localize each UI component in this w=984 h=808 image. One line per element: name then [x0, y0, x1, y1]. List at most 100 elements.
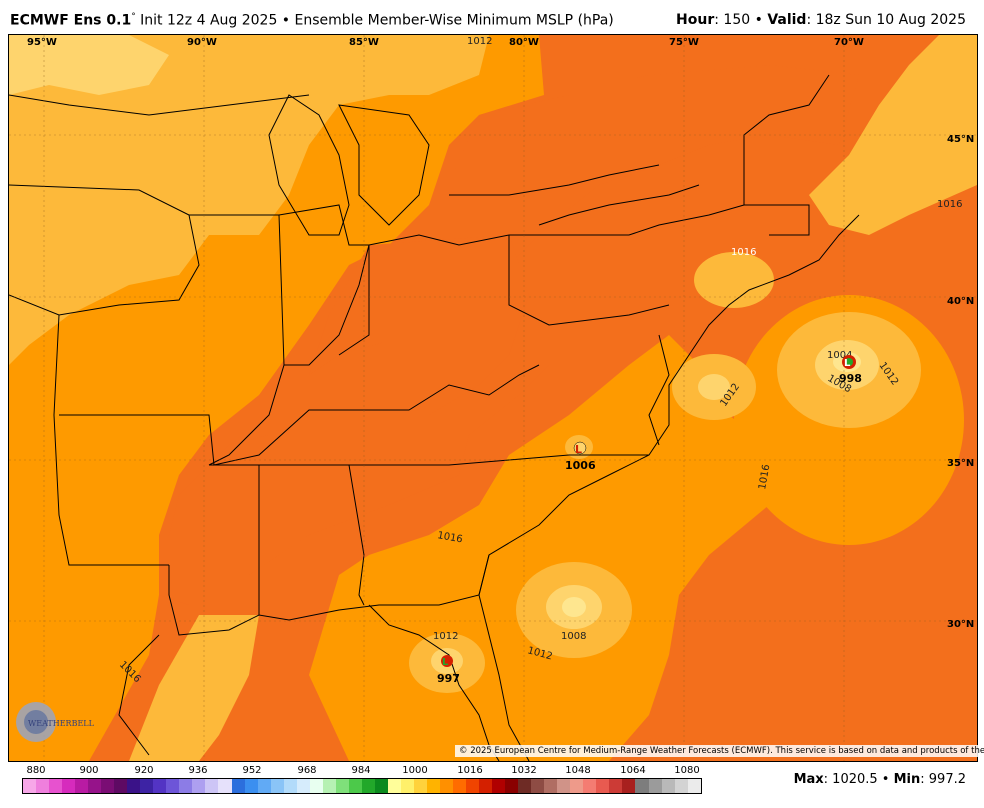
low-value: 1006 [565, 459, 596, 472]
colorbar-swatch [309, 779, 323, 793]
colorbar-swatch [127, 779, 141, 793]
colorbar-tick: 968 [297, 765, 317, 776]
north-light-region [9, 35, 489, 365]
contour-label: 1016 [937, 199, 962, 210]
colorbar-tick-labels: 880 900 920 936 952 968 984 1000 1016 10… [22, 765, 702, 779]
lat-label: 40°N [947, 296, 974, 307]
pressure-colorbar [22, 778, 702, 794]
low-value: 998 [839, 372, 862, 385]
pressure-map: 95°W 90°W 85°W 80°W 75°W 70°W 45°N 40°N … [8, 34, 978, 762]
colorbar-swatch [479, 779, 493, 793]
lon-label: 85°W [349, 37, 379, 48]
colorbar-swatch [361, 779, 375, 793]
copyright-notice: © 2025 European Centre for Medium-Range … [455, 745, 984, 757]
colorbar-swatch [296, 779, 310, 793]
colorbar-swatch [374, 779, 388, 793]
se-atlantic-core [562, 597, 586, 617]
colorbar-swatch [270, 779, 284, 793]
boundary-lines [9, 74, 860, 761]
lon-label: 80°W [509, 37, 539, 48]
colorbar-tick: 1064 [620, 765, 646, 776]
graticule [9, 35, 977, 761]
colorbar-swatch [622, 779, 636, 793]
lon-label: 90°W [187, 37, 217, 48]
colorbar-tick: 1000 [402, 765, 428, 776]
colorbar-swatch [609, 779, 623, 793]
colorbar-swatch [231, 779, 245, 793]
colorbar-swatch [75, 779, 89, 793]
valid-value: : 18z Sun 10 Aug 2025 [806, 12, 966, 28]
colorbar-swatch [283, 779, 297, 793]
colorbar-swatch [453, 779, 467, 793]
contour-labels: 1012 1016 1016 1012 1004 1008 1012 1016 … [117, 36, 963, 685]
hour-label: Hour [676, 12, 715, 28]
colorbar-swatch [322, 779, 336, 793]
colorbar-swatch [413, 779, 427, 793]
low-center-998: L 998 [839, 355, 862, 385]
lat-label: 35°N [947, 458, 974, 469]
colorbar-swatch [218, 779, 232, 793]
pale-northwest [9, 35, 169, 95]
colorbar-swatch [348, 779, 362, 793]
chart-title: ECMWF Ens 0.1° Init 12z 4 Aug 2025 • Ens… [10, 12, 614, 29]
colorbar-swatch [153, 779, 167, 793]
valid-label: Valid [767, 12, 807, 28]
max-label: Max [793, 772, 824, 787]
colorbar-swatch [505, 779, 519, 793]
lon-labels: 95°W 90°W 85°W 80°W 75°W 70°W [27, 37, 864, 48]
min-value: : 997.2 [920, 772, 966, 787]
degree-sign: ° [131, 12, 136, 22]
low-value: 997 [437, 672, 460, 685]
colorbar-tick: 920 [134, 765, 154, 776]
colorbar-swatch [492, 779, 506, 793]
contour-label: 1012 [433, 631, 458, 642]
colorbar-swatch [387, 779, 401, 793]
colorbar-swatch [440, 779, 454, 793]
low-center-997: L 997 [437, 655, 460, 685]
colorbar-swatch [583, 779, 597, 793]
colorbar-swatch [635, 779, 649, 793]
colorbar-swatch [101, 779, 115, 793]
map-canvas: 95°W 90°W 85°W 80°W 75°W 70°W 45°N 40°N … [9, 35, 977, 761]
colorbar-swatch [335, 779, 349, 793]
init-text: Init 12z 4 Aug 2025 • Ensemble Member-Wi… [135, 12, 614, 29]
colorbar-tick: 952 [242, 765, 262, 776]
colorbar-swatch [62, 779, 76, 793]
lat-labels: 45°N 40°N 35°N 30°N [947, 134, 974, 630]
lat-label: 45°N [947, 134, 974, 145]
colorbar-swatch [88, 779, 102, 793]
model-name: ECMWF Ens 0.1 [10, 12, 132, 29]
max-value: : 1020.5 • [823, 772, 894, 787]
colorbar-tick: 1048 [565, 765, 591, 776]
weatherbell-logo: WEATHERBELL [14, 700, 99, 744]
colorbar-swatch [23, 779, 37, 793]
lon-label: 75°W [669, 37, 699, 48]
contour-label: 1016 [436, 530, 463, 545]
colorbar-swatch [544, 779, 558, 793]
colorbar-swatch [257, 779, 271, 793]
low-symbol: L [442, 657, 449, 668]
colorbar-swatch [557, 779, 571, 793]
ohio-high-region [159, 235, 549, 605]
colorbar-swatch [648, 779, 662, 793]
colorbar-swatch [674, 779, 688, 793]
contour-label: 1004 [827, 350, 852, 361]
logo-text: WEATHERBELL [28, 719, 95, 728]
colorbar-tick: 1080 [674, 765, 700, 776]
colorbar-swatch [596, 779, 610, 793]
colorbar-swatch [466, 779, 480, 793]
colorbar-swatch [179, 779, 193, 793]
northeast-light-region [809, 35, 977, 235]
min-label: Min [893, 772, 921, 787]
colorbar-swatch [570, 779, 584, 793]
colorbar-swatch [531, 779, 545, 793]
low-symbol: L [844, 358, 851, 369]
contour-label: 1016 [731, 247, 756, 258]
lon-label: 95°W [27, 37, 57, 48]
colorbar-tick: 900 [79, 765, 99, 776]
colorbar-swatch [426, 779, 440, 793]
contour-label: 1008 [561, 631, 586, 642]
lakes-high-region [429, 65, 859, 275]
valid-time: Hour: 150 • Valid: 18z Sun 10 Aug 2025 [676, 12, 966, 28]
midatlantic-core [698, 374, 730, 400]
